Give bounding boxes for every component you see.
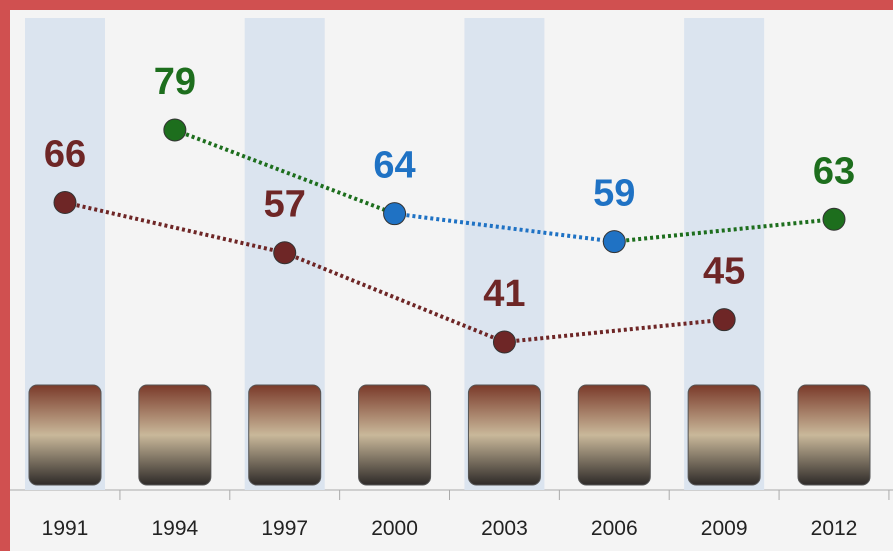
photo [467,384,541,486]
line-segment [504,317,725,344]
x-tick-label: 2003 [481,517,528,540]
photo [28,384,102,486]
value-label: 59 [593,173,635,215]
x-tick-label: 2006 [591,517,638,540]
photo [138,384,212,486]
photo [248,384,322,486]
photo [577,384,651,486]
point [273,241,297,265]
x-tick-label: 1994 [151,517,198,540]
value-label: 79 [154,61,196,103]
value-label: 45 [703,251,745,293]
photo [358,384,432,486]
top-border [0,0,893,10]
photo [687,384,761,486]
left-border [0,0,10,551]
line-segment [614,217,835,244]
point [383,202,407,226]
point [712,308,736,332]
value-label: 64 [373,145,415,187]
point [602,230,626,254]
line-segment [394,211,615,244]
x-tick-label: 2000 [371,517,418,540]
value-label: 63 [813,150,855,192]
photo [797,384,871,486]
value-label: 41 [483,273,525,315]
point [53,191,77,215]
value-label: 57 [264,184,306,226]
x-tick-label: 2012 [811,517,858,540]
point [492,330,516,354]
x-tick-label: 1997 [261,517,308,540]
x-tick-label: 2009 [701,517,748,540]
value-label: 66 [44,134,86,176]
point [822,207,846,231]
point [163,118,187,142]
line-segment [64,200,286,255]
x-tick-label: 1991 [42,517,89,540]
